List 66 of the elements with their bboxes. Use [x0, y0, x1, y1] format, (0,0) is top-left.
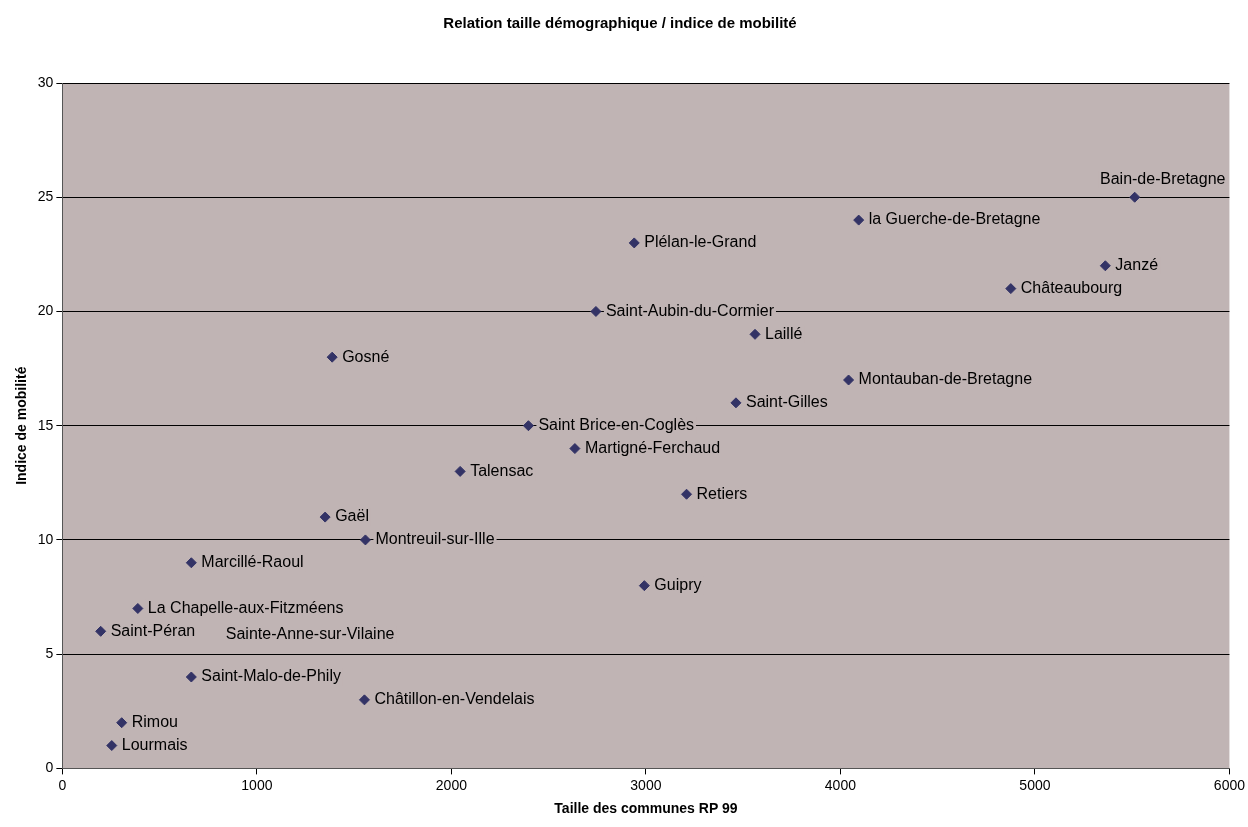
y-tick-label: 30: [37, 73, 54, 90]
point: [1129, 191, 1141, 203]
x-tick-label: 0: [58, 776, 67, 793]
y-tick-label: 25: [37, 188, 54, 205]
point: [454, 465, 466, 477]
data-label: Gosné: [342, 347, 390, 365]
point: [853, 214, 865, 226]
data-label: Montauban-de-Bretagne: [858, 370, 1033, 388]
y-tick-label: 0: [45, 759, 54, 776]
x-tick-label: 5000: [1019, 776, 1051, 793]
point: [116, 717, 128, 729]
y-tick-label: 15: [37, 416, 54, 433]
point: [681, 488, 693, 500]
data-label: Saint-Malo-de-Phily: [201, 667, 341, 685]
data-label: Saint-Péran: [110, 621, 196, 639]
point: [185, 557, 197, 569]
point: [326, 351, 338, 363]
point: [749, 328, 761, 340]
point: [132, 602, 144, 614]
y-axis-title: Indice de mobilité: [13, 366, 30, 485]
data-label: Gaël: [335, 507, 369, 525]
data-label: Saint Brice-en-Coglès: [538, 416, 695, 434]
point: [185, 671, 197, 683]
data-label: Rimou: [131, 713, 178, 731]
point: [522, 420, 534, 432]
data-label: La Chapelle-aux-Fitzméens: [147, 598, 344, 616]
annotation: Sainte-Anne-sur-Vilaine: [225, 625, 395, 643]
point: [95, 625, 107, 637]
data-label: la Guerche-de-Bretagne: [868, 210, 1041, 228]
x-axis-title: Taille des communes RP 99: [554, 800, 738, 817]
data-label: Guipry: [654, 576, 702, 594]
point: [106, 740, 118, 752]
point: [730, 397, 742, 409]
data-label: Saint-Gilles: [745, 393, 828, 411]
x-tick-label: 6000: [1213, 776, 1246, 793]
x-tick-label: 3000: [630, 776, 662, 793]
y-tick-label: 5: [45, 645, 54, 662]
x-tick-label: 2000: [435, 776, 468, 793]
data-label: Bain-de-Bretagne: [1100, 169, 1226, 187]
data-label: Lourmais: [121, 735, 188, 753]
point: [638, 580, 650, 592]
point: [590, 305, 602, 317]
point: [319, 511, 331, 523]
point: [1005, 283, 1017, 295]
chart-title: Relation taille démographique / indice de mobilité: [443, 14, 797, 32]
data-label: Laillé: [765, 324, 803, 342]
point: [843, 374, 855, 386]
data-label: Talensac: [470, 461, 534, 479]
data-label: Montreuil-sur-Ille: [375, 530, 495, 548]
y-tick-label: 20: [37, 302, 54, 319]
data-label: Marcillé-Raoul: [201, 553, 304, 571]
data-label: Janzé: [1115, 256, 1159, 274]
data-label: Retiers: [696, 484, 748, 502]
point: [358, 694, 370, 706]
point: [569, 443, 581, 455]
data-label: Plélan-le-Grand: [644, 233, 757, 251]
point: [628, 237, 640, 249]
point: [359, 534, 371, 546]
y-tick-label: 10: [37, 530, 54, 547]
data-label: Saint-Aubin-du-Cormier: [605, 301, 775, 319]
data-label: Martigné-Ferchaud: [584, 438, 721, 456]
x-tick-label: 4000: [824, 776, 857, 793]
data-label: Châteaubourg: [1020, 279, 1123, 297]
data-label: Châtillon-en-Vendelais: [374, 690, 535, 708]
point: [1099, 260, 1111, 272]
x-tick-label: 1000: [241, 776, 273, 793]
